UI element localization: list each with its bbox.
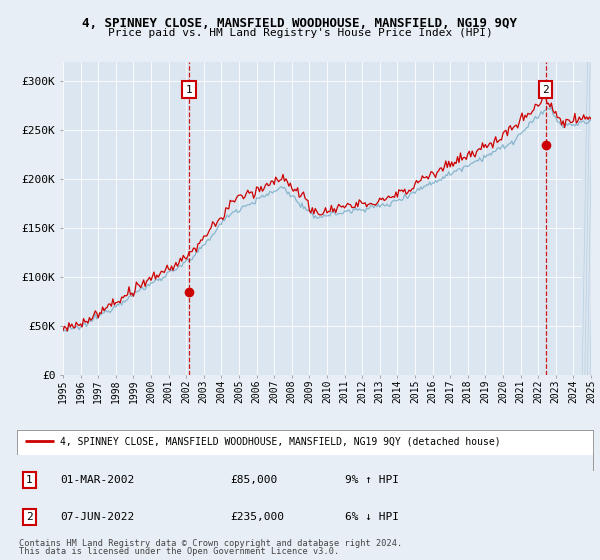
Text: 4, SPINNEY CLOSE, MANSFIELD WOODHOUSE, MANSFIELD, NG19 9QY (detached house): 4, SPINNEY CLOSE, MANSFIELD WOODHOUSE, M… [60, 436, 500, 446]
Text: This data is licensed under the Open Government Licence v3.0.: This data is licensed under the Open Gov… [19, 547, 340, 556]
Text: 1: 1 [186, 85, 193, 95]
Text: 2: 2 [542, 85, 549, 95]
Text: 9% ↑ HPI: 9% ↑ HPI [345, 475, 399, 485]
Text: 1: 1 [26, 475, 33, 485]
Text: 6% ↓ HPI: 6% ↓ HPI [345, 512, 399, 522]
Text: Contains HM Land Registry data © Crown copyright and database right 2024.: Contains HM Land Registry data © Crown c… [19, 539, 403, 548]
Text: 07-JUN-2022: 07-JUN-2022 [60, 512, 134, 522]
Text: £235,000: £235,000 [230, 512, 284, 522]
Bar [582, 62, 591, 375]
Text: 2: 2 [26, 512, 33, 522]
Text: Price paid vs. HM Land Registry's House Price Index (HPI): Price paid vs. HM Land Registry's House … [107, 28, 493, 38]
Text: £85,000: £85,000 [230, 475, 277, 485]
Text: 01-MAR-2002: 01-MAR-2002 [60, 475, 134, 485]
Text: HPI: Average price, detached house, Mansfield: HPI: Average price, detached house, Mans… [60, 455, 325, 465]
Text: 4, SPINNEY CLOSE, MANSFIELD WOODHOUSE, MANSFIELD, NG19 9QY: 4, SPINNEY CLOSE, MANSFIELD WOODHOUSE, M… [83, 17, 517, 30]
